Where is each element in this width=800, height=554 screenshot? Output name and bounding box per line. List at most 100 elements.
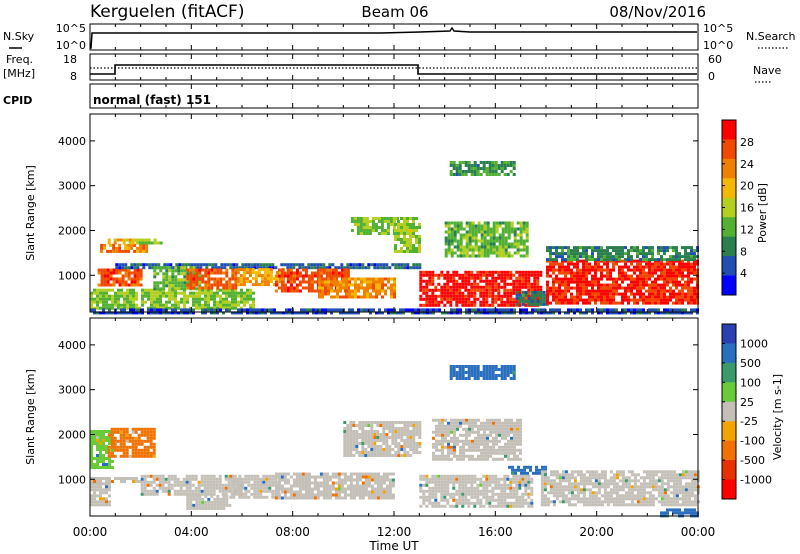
- freq-label: Freq.: [6, 53, 33, 66]
- data-cell: [247, 495, 251, 499]
- data-cell: [440, 297, 444, 301]
- data-cell: [122, 445, 126, 449]
- data-cell: [292, 271, 296, 275]
- data-cell: [687, 298, 690, 302]
- data-cell: [624, 289, 627, 293]
- data-cell: [639, 283, 642, 287]
- data-cell: [125, 436, 129, 440]
- data-cell: [456, 245, 460, 249]
- data-cell: [351, 289, 354, 293]
- data-cell: [585, 289, 588, 293]
- data-cell: [485, 170, 489, 173]
- data-cell: [96, 482, 99, 486]
- data-cell: [183, 266, 187, 270]
- data-cell: [238, 474, 242, 478]
- data-cell: [312, 311, 315, 315]
- data-cell: [370, 484, 374, 488]
- data-cell: [367, 475, 371, 479]
- data-cell: [114, 303, 117, 307]
- data-cell: [325, 475, 329, 479]
- data-cell: [397, 232, 400, 235]
- data-cell: [322, 487, 326, 491]
- data-cell: [143, 477, 147, 481]
- data-cell: [669, 246, 672, 250]
- data-cell: [515, 302, 519, 306]
- data-cell: [355, 263, 359, 267]
- data-cell: [243, 303, 246, 307]
- data-cell: [198, 284, 202, 288]
- data-cell: [666, 308, 669, 312]
- data-cell: [146, 492, 150, 496]
- data-cell: [391, 454, 395, 457]
- data-cell: [294, 311, 297, 315]
- data-cell: [152, 448, 156, 452]
- data-cell: [467, 291, 471, 295]
- data-cell: [156, 306, 159, 310]
- data-cell: [431, 273, 435, 277]
- data-cell: [149, 451, 153, 455]
- data-cell: [536, 282, 540, 286]
- nsky-trace: [90, 26, 697, 49]
- data-cell: [374, 226, 378, 229]
- data-cell: [372, 283, 375, 287]
- data-cell: [189, 311, 192, 315]
- data-cell: [518, 495, 522, 499]
- data-cell: [465, 224, 469, 228]
- data-cell: [462, 254, 466, 258]
- data-cell: [96, 291, 99, 295]
- data-cell: [247, 483, 251, 487]
- data-cell: [352, 433, 356, 436]
- data-cell: [660, 292, 663, 296]
- data-cell: [152, 474, 156, 478]
- data-cell: [369, 295, 372, 299]
- data-cell: [129, 294, 132, 298]
- data-cell: [576, 255, 579, 259]
- data-cell: [400, 247, 403, 250]
- data-cell: [307, 266, 311, 270]
- data-cell: [597, 311, 600, 315]
- data-cell: [370, 472, 374, 476]
- data-cell: [485, 477, 489, 481]
- data-cell: [491, 492, 495, 496]
- data-cell: [189, 291, 192, 295]
- data-cell: [449, 477, 453, 481]
- data-cell: [642, 274, 645, 278]
- data-cell: [446, 282, 450, 286]
- data-cell: [492, 221, 496, 225]
- data-cell: [444, 251, 448, 255]
- data-cell: [220, 266, 224, 270]
- data-cell: [108, 466, 111, 469]
- data-cell: [172, 266, 176, 270]
- data-cell: [361, 451, 365, 454]
- data-cell: [482, 483, 486, 487]
- data-cell: [304, 268, 308, 272]
- data-cell: [447, 224, 451, 228]
- data-cell: [231, 294, 234, 298]
- data-cell: [684, 311, 687, 315]
- data-cell: [382, 472, 386, 476]
- data-cell: [669, 292, 672, 296]
- data-cell: [456, 311, 459, 315]
- data-cell: [280, 274, 284, 278]
- data-cell: [470, 495, 474, 499]
- data-cell: [437, 486, 441, 490]
- nsearch-tick-top: 10^5: [703, 22, 733, 35]
- data-cell: [606, 311, 609, 315]
- data-cell: [530, 299, 534, 303]
- data-cell: [588, 262, 591, 266]
- data-cell: [171, 284, 175, 288]
- data-cell: [303, 311, 306, 315]
- data-cell: [230, 480, 234, 484]
- data-cell: [509, 294, 513, 298]
- data-cell: [153, 241, 157, 245]
- data-cell: [482, 288, 486, 292]
- data-cell: [358, 442, 362, 445]
- data-cell: [129, 311, 132, 315]
- data-cell: [564, 301, 567, 305]
- data-cell: [116, 445, 120, 449]
- data-cell: [651, 246, 654, 250]
- data-cell: [120, 480, 123, 483]
- data-cell: [145, 263, 149, 267]
- data-cell: [660, 249, 663, 253]
- data-cell: [349, 454, 353, 457]
